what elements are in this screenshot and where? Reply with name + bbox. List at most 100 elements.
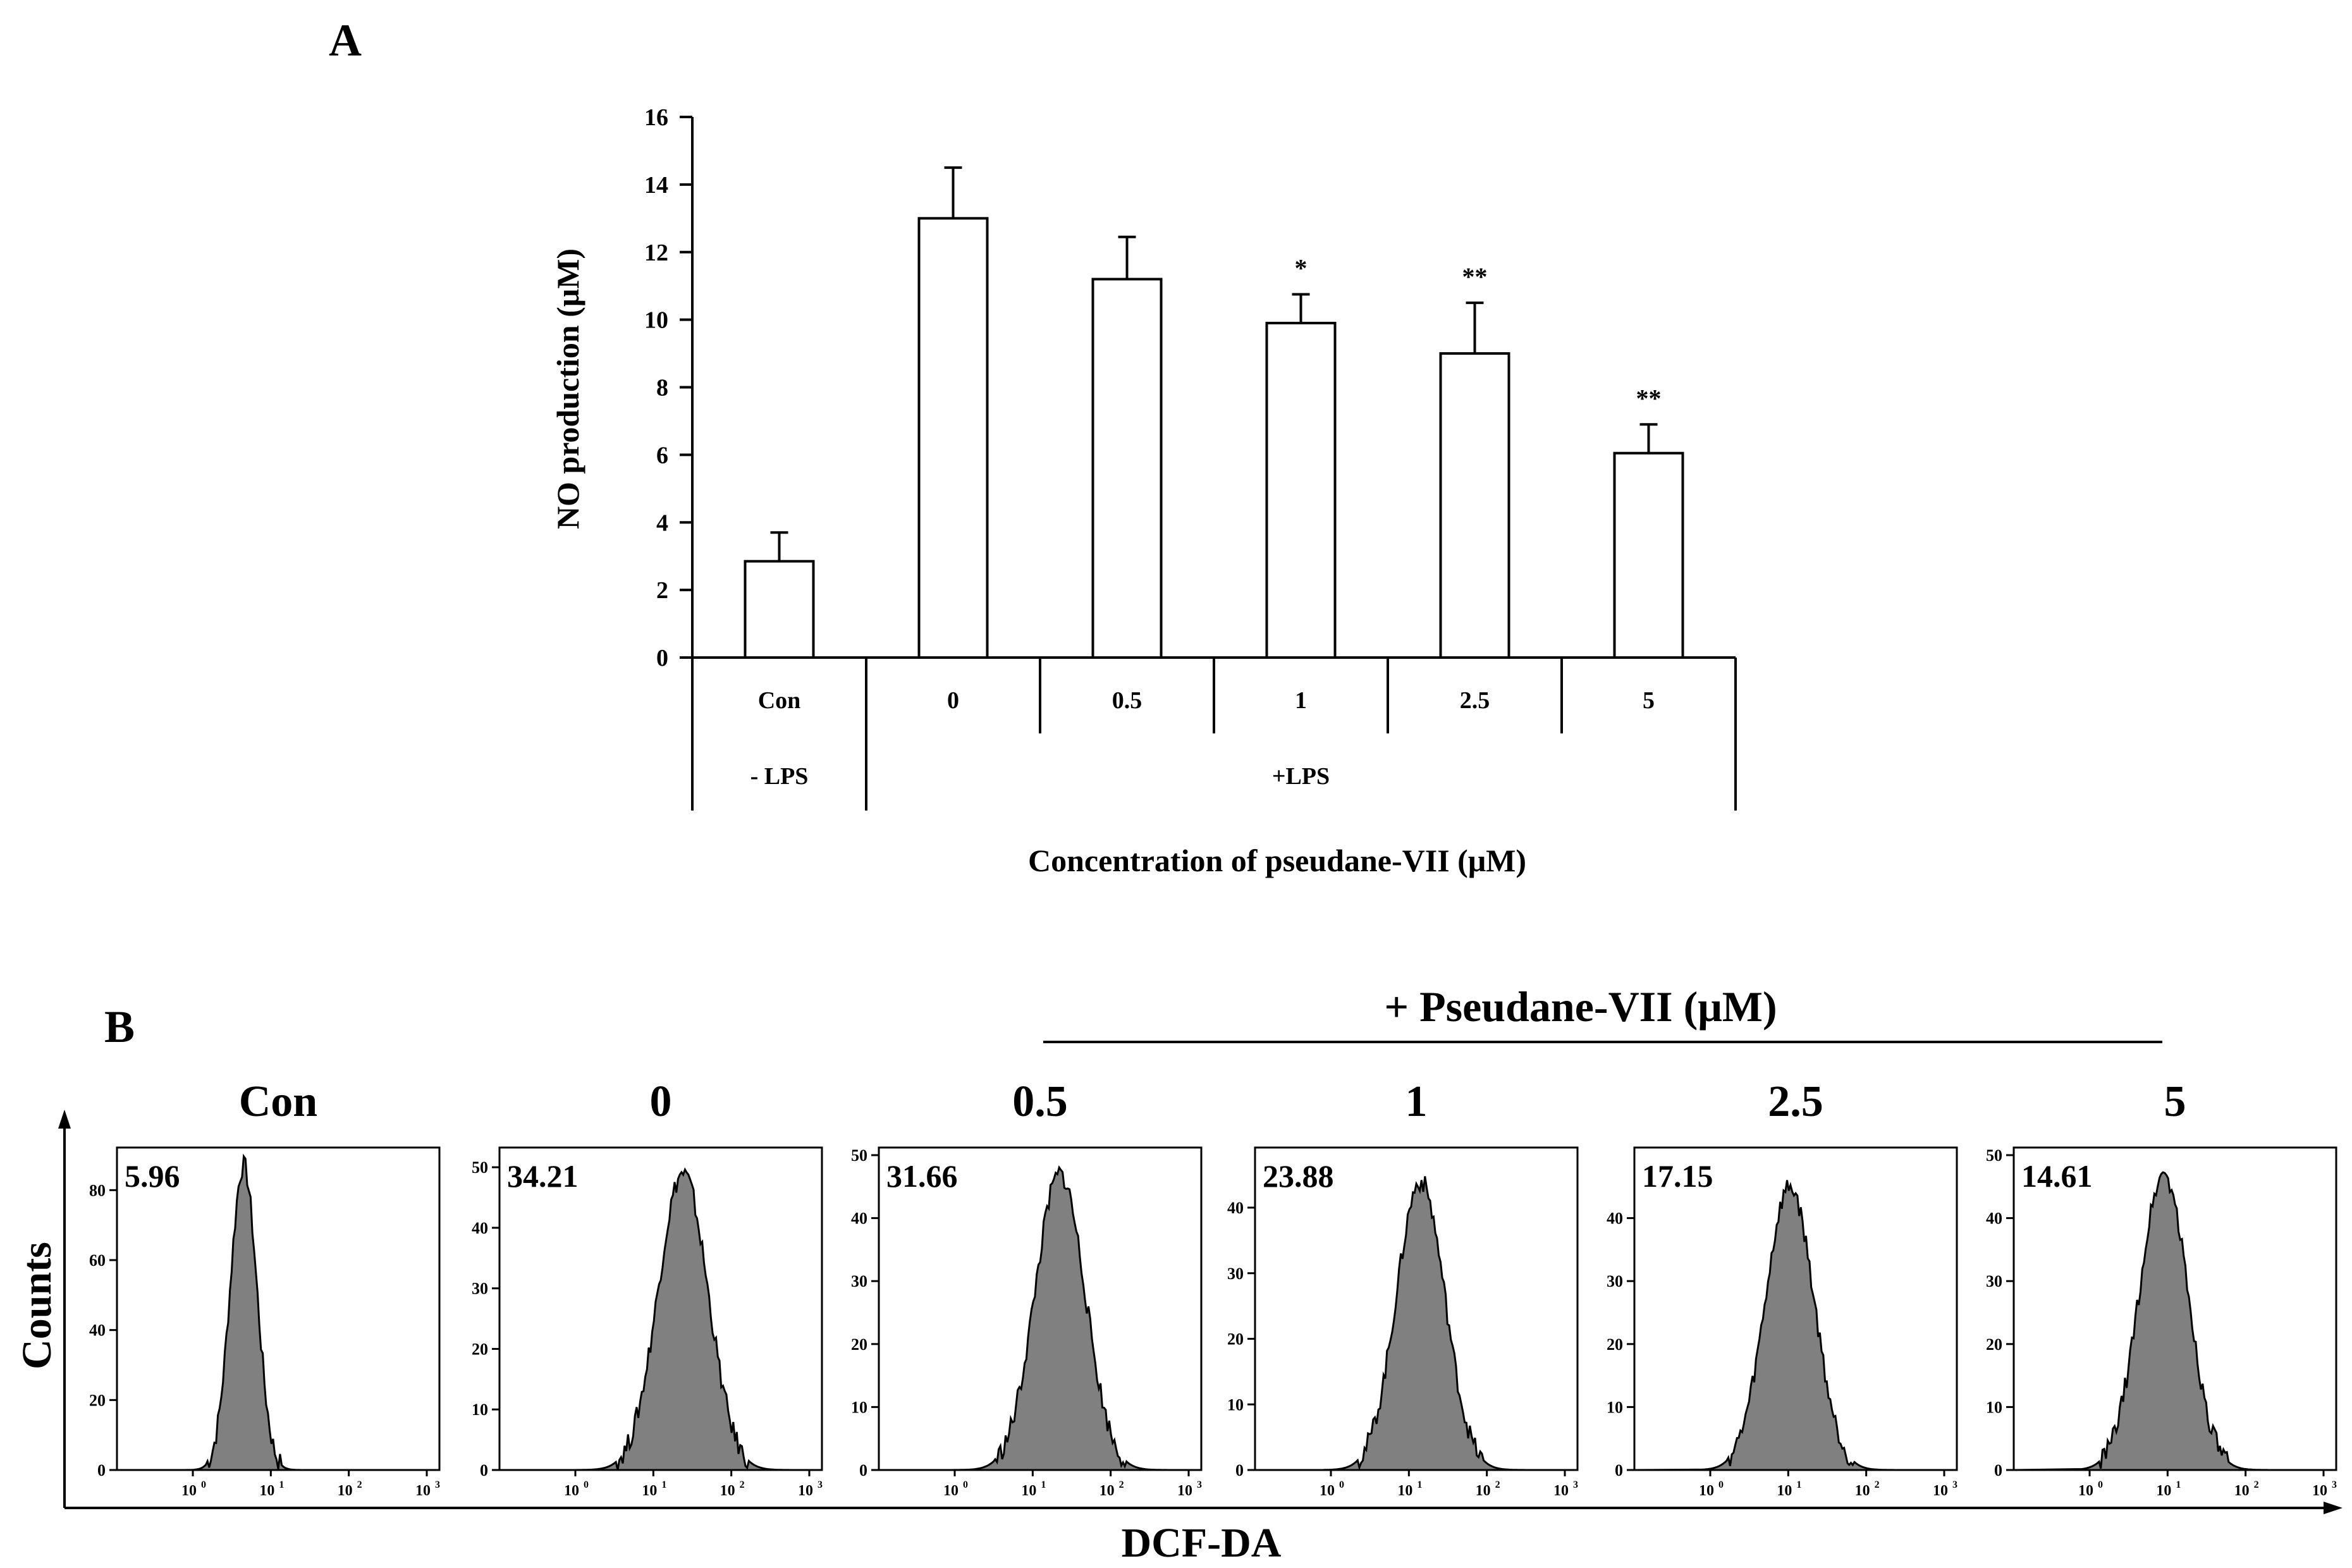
histogram-panel-label: Con <box>239 1077 317 1126</box>
histogram-x-tick-exponent: 0 <box>584 1479 589 1490</box>
histogram-x-tick-exponent: 1 <box>279 1479 284 1490</box>
significance-marker: ** <box>1462 262 1488 291</box>
bar-chart-y-tick-label: 4 <box>656 510 668 536</box>
histogram-value-label: 17.15 <box>1642 1158 1713 1194</box>
histogram-x-tick-label: 10 <box>798 1483 813 1499</box>
histogram-y-tick-label: 30 <box>1986 1272 2002 1290</box>
bar-chart-group-label: +LPS <box>1272 763 1330 790</box>
histogram-x-tick-label: 10 <box>181 1483 197 1499</box>
histogram-y-tick-label: 20 <box>851 1335 867 1354</box>
histogram-panel-label: 5 <box>2164 1077 2186 1126</box>
histogram-y-tick-label: 20 <box>472 1340 488 1358</box>
histogram-x-tick-label: 10 <box>2312 1483 2327 1499</box>
histogram-x-tick-exponent: 3 <box>2332 1479 2337 1490</box>
histogram-panel-label: 0 <box>650 1077 672 1126</box>
histogram-x-tick-exponent: 3 <box>1952 1479 1957 1490</box>
histogram-y-tick-label: 10 <box>1986 1398 2002 1416</box>
histogram-y-tick-label: 10 <box>1607 1398 1623 1416</box>
histogram-y-tick-label: 40 <box>851 1210 867 1228</box>
histogram-panel: 0.5 31.66 0 10 20 30 40 50 10 0 10 1 10 2 10 3 <box>851 1077 1203 1499</box>
histogram-x-tick-label: 10 <box>1553 1483 1569 1499</box>
histogram-x-axis-label: DCF-DA <box>1122 1520 1282 1566</box>
histogram-frame <box>116 1146 441 1471</box>
significance-marker: * <box>1295 254 1308 283</box>
histogram-x-tick-label: 10 <box>1476 1483 1491 1499</box>
histogram-y-tick-label: 20 <box>89 1391 106 1409</box>
histogram-panel: 0 34.21 0 10 20 30 40 50 10 0 10 1 10 2 10 3 <box>472 1077 823 1499</box>
histogram-value-label: 34.21 <box>507 1158 579 1194</box>
histogram-x-tick-exponent: 3 <box>1197 1479 1202 1490</box>
histogram-x-tick-label: 10 <box>642 1483 657 1499</box>
histogram-y-tick-label: 30 <box>1227 1265 1244 1283</box>
bar-chart-category-label: 2.5 <box>1460 687 1490 714</box>
histogram-y-tick-label: 0 <box>859 1461 867 1479</box>
histogram-y-tick-label: 40 <box>89 1321 106 1340</box>
histogram-x-tick-exponent: 2 <box>1875 1479 1880 1490</box>
treatment-label: + Pseudane-VII (μM) <box>1384 983 1777 1031</box>
bar-chart-x-axis-label: Concentration of pseudane-VII (μM) <box>1028 843 1526 878</box>
histogram-value-label: 31.66 <box>886 1158 958 1194</box>
histogram-x-tick-label: 10 <box>1099 1483 1115 1499</box>
histogram-distribution <box>1636 1180 1954 1471</box>
bar-chart-group-label: - LPS <box>750 763 809 790</box>
histogram-x-tick-label: 10 <box>1699 1483 1714 1499</box>
bar-chart-y-axis-label: NO production (μM) <box>550 248 585 529</box>
bar-chart-y-tick-label: 12 <box>644 240 668 266</box>
histogram-panel-label: 1 <box>1406 1077 1428 1126</box>
histogram-y-tick-label: 30 <box>851 1272 867 1290</box>
histogram-x-tick-label: 10 <box>564 1483 579 1499</box>
histogram-y-tick-label: 20 <box>1986 1335 2002 1354</box>
outer-x-axis-arrow <box>2324 1502 2343 1514</box>
histogram-y-tick-label: 50 <box>1986 1146 2002 1165</box>
bar-chart-category-label: 0 <box>947 687 959 714</box>
histogram-x-tick-label: 10 <box>1021 1483 1036 1499</box>
histogram-y-tick-label: 50 <box>851 1146 867 1165</box>
histogram-y-tick-label: 20 <box>1607 1335 1623 1354</box>
histogram-x-tick-label: 10 <box>415 1483 431 1499</box>
histogram-y-tick-label: 80 <box>89 1181 106 1199</box>
bar-chart-category-label: 5 <box>1643 687 1655 714</box>
bar <box>1091 278 1163 659</box>
histogram-x-tick-exponent: 0 <box>201 1479 206 1490</box>
bar <box>1439 352 1510 659</box>
histogram-value-label: 14.61 <box>2021 1158 2093 1194</box>
histogram-y-tick-label: 30 <box>1607 1272 1623 1290</box>
histogram-x-tick-label: 10 <box>943 1483 959 1499</box>
histogram-panel-label: 2.5 <box>1768 1077 1823 1126</box>
histogram-x-tick-exponent: 0 <box>2098 1479 2103 1490</box>
histogram-x-tick-label: 10 <box>1177 1483 1192 1499</box>
histogram-x-tick-label: 10 <box>338 1483 353 1499</box>
histogram-x-tick-exponent: 1 <box>661 1479 666 1490</box>
histogram-y-tick-label: 10 <box>472 1400 488 1419</box>
histogram-y-tick-label: 40 <box>1986 1210 2002 1228</box>
histogram-y-axis-label: Counts <box>14 1242 60 1369</box>
bar-chart-y-tick-label: 6 <box>656 442 668 469</box>
histogram-x-tick-exponent: 0 <box>963 1479 968 1490</box>
bar-chart-y-tick-label: 2 <box>656 577 668 604</box>
bar-chart-category-label: 0.5 <box>1112 687 1142 714</box>
histogram-y-tick-label: 40 <box>472 1219 488 1237</box>
histogram-x-tick-label: 10 <box>1397 1483 1412 1499</box>
histogram-x-tick-exponent: 2 <box>1495 1479 1500 1490</box>
bar-chart-category-label: 1 <box>1295 687 1307 714</box>
histogram-panel-label: 0.5 <box>1012 1077 1068 1126</box>
histogram-distribution <box>2016 1171 2334 1471</box>
histogram-y-tick-label: 30 <box>472 1280 488 1298</box>
histogram-x-tick-exponent: 3 <box>818 1479 823 1490</box>
bar <box>744 560 815 659</box>
outer-y-axis-arrow <box>58 1110 71 1129</box>
histogram-x-tick-exponent: 2 <box>740 1479 745 1490</box>
histogram-x-tick-exponent: 1 <box>1417 1479 1422 1490</box>
histogram-y-tick-label: 10 <box>851 1398 867 1416</box>
histogram-x-tick-label: 10 <box>1777 1483 1792 1499</box>
histogram-distribution <box>119 1153 437 1471</box>
histogram-value-label: 5.96 <box>125 1158 180 1194</box>
bar-chart-y-tick-label: 10 <box>644 307 668 334</box>
histogram-y-tick-label: 60 <box>89 1251 106 1270</box>
histogram-panel: 1 23.88 0 10 20 30 40 10 0 10 1 10 2 10 3 <box>1227 1077 1579 1499</box>
histogram-x-tick-label: 10 <box>259 1483 274 1499</box>
histogram-x-tick-exponent: 3 <box>1573 1479 1578 1490</box>
histogram-x-tick-label: 10 <box>2078 1483 2093 1499</box>
bar-chart: 0 2 4 6 8 10 12 14 16 Con 0 0.5 * 1 ** 2.5 ** 5 - LPS +LPS <box>644 104 1737 811</box>
